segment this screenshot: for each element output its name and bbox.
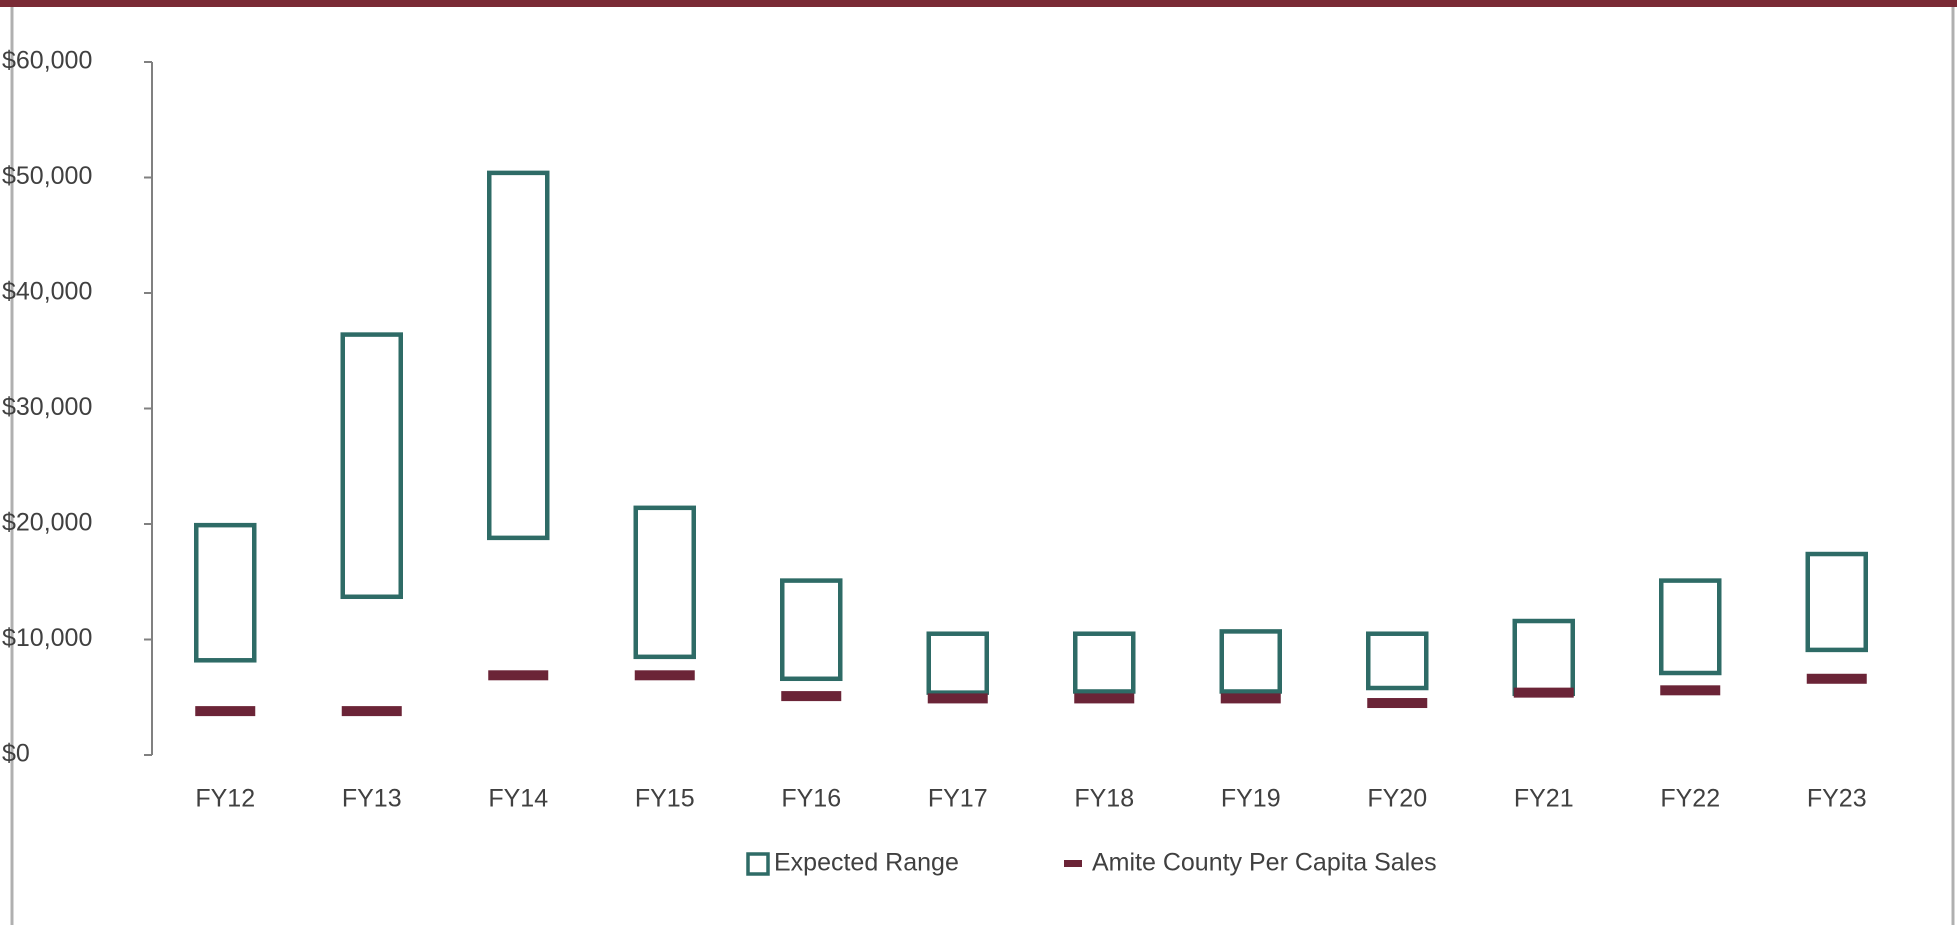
range-box: [487, 170, 550, 541]
x-tick-label: FY19: [1221, 785, 1281, 813]
y-tick-label: $0: [2, 740, 30, 768]
range-box: [1805, 551, 1868, 653]
range-box: [633, 505, 696, 660]
y-tick-label: $40,000: [2, 278, 92, 306]
y-tick-label: $60,000: [2, 47, 92, 75]
sales-marker: [1220, 693, 1281, 704]
x-tick-label: FY21: [1514, 785, 1574, 813]
legend-label: Expected Range: [774, 849, 959, 877]
x-tick-label: FY18: [1074, 785, 1134, 813]
sales-marker: [1367, 698, 1428, 709]
range-box: [780, 578, 843, 682]
range-box: [1073, 631, 1136, 694]
x-tick-label: FY14: [488, 785, 548, 813]
x-tick-label: FY20: [1367, 785, 1427, 813]
x-tick-label: FY22: [1660, 785, 1720, 813]
range-box: [194, 522, 257, 663]
sales-marker: [1660, 685, 1721, 696]
x-tick-label: FY17: [928, 785, 988, 813]
y-tick-label: $50,000: [2, 162, 92, 190]
sales-marker: [781, 691, 842, 702]
sales-marker: [1513, 687, 1574, 698]
x-tick-label: FY23: [1807, 785, 1867, 813]
x-tick-label: FY12: [195, 785, 255, 813]
x-tick-label: FY16: [781, 785, 841, 813]
range-box: [926, 631, 989, 695]
sales-marker: [1074, 693, 1135, 704]
sales-marker: [634, 670, 695, 681]
sales-marker: [927, 693, 988, 704]
top-border: [0, 0, 1957, 7]
range-box: [1219, 629, 1282, 694]
range-box: [1659, 578, 1722, 676]
sales-marker: [195, 706, 256, 717]
range-box: [1512, 618, 1575, 697]
sales-marker: [488, 670, 549, 681]
y-tick-label: $30,000: [2, 393, 92, 421]
legend-swatch: [1064, 860, 1082, 867]
sales-marker: [341, 706, 402, 717]
range-box: [340, 332, 403, 600]
y-tick-label: $10,000: [2, 624, 92, 652]
legend-label: Amite County Per Capita Sales: [1092, 849, 1437, 877]
range-box: [1366, 631, 1429, 691]
sales-marker: [1806, 673, 1867, 684]
x-tick-label: FY13: [342, 785, 402, 813]
y-tick-label: $20,000: [2, 509, 92, 537]
x-tick-label: FY15: [635, 785, 695, 813]
legend-swatch: [746, 852, 770, 876]
